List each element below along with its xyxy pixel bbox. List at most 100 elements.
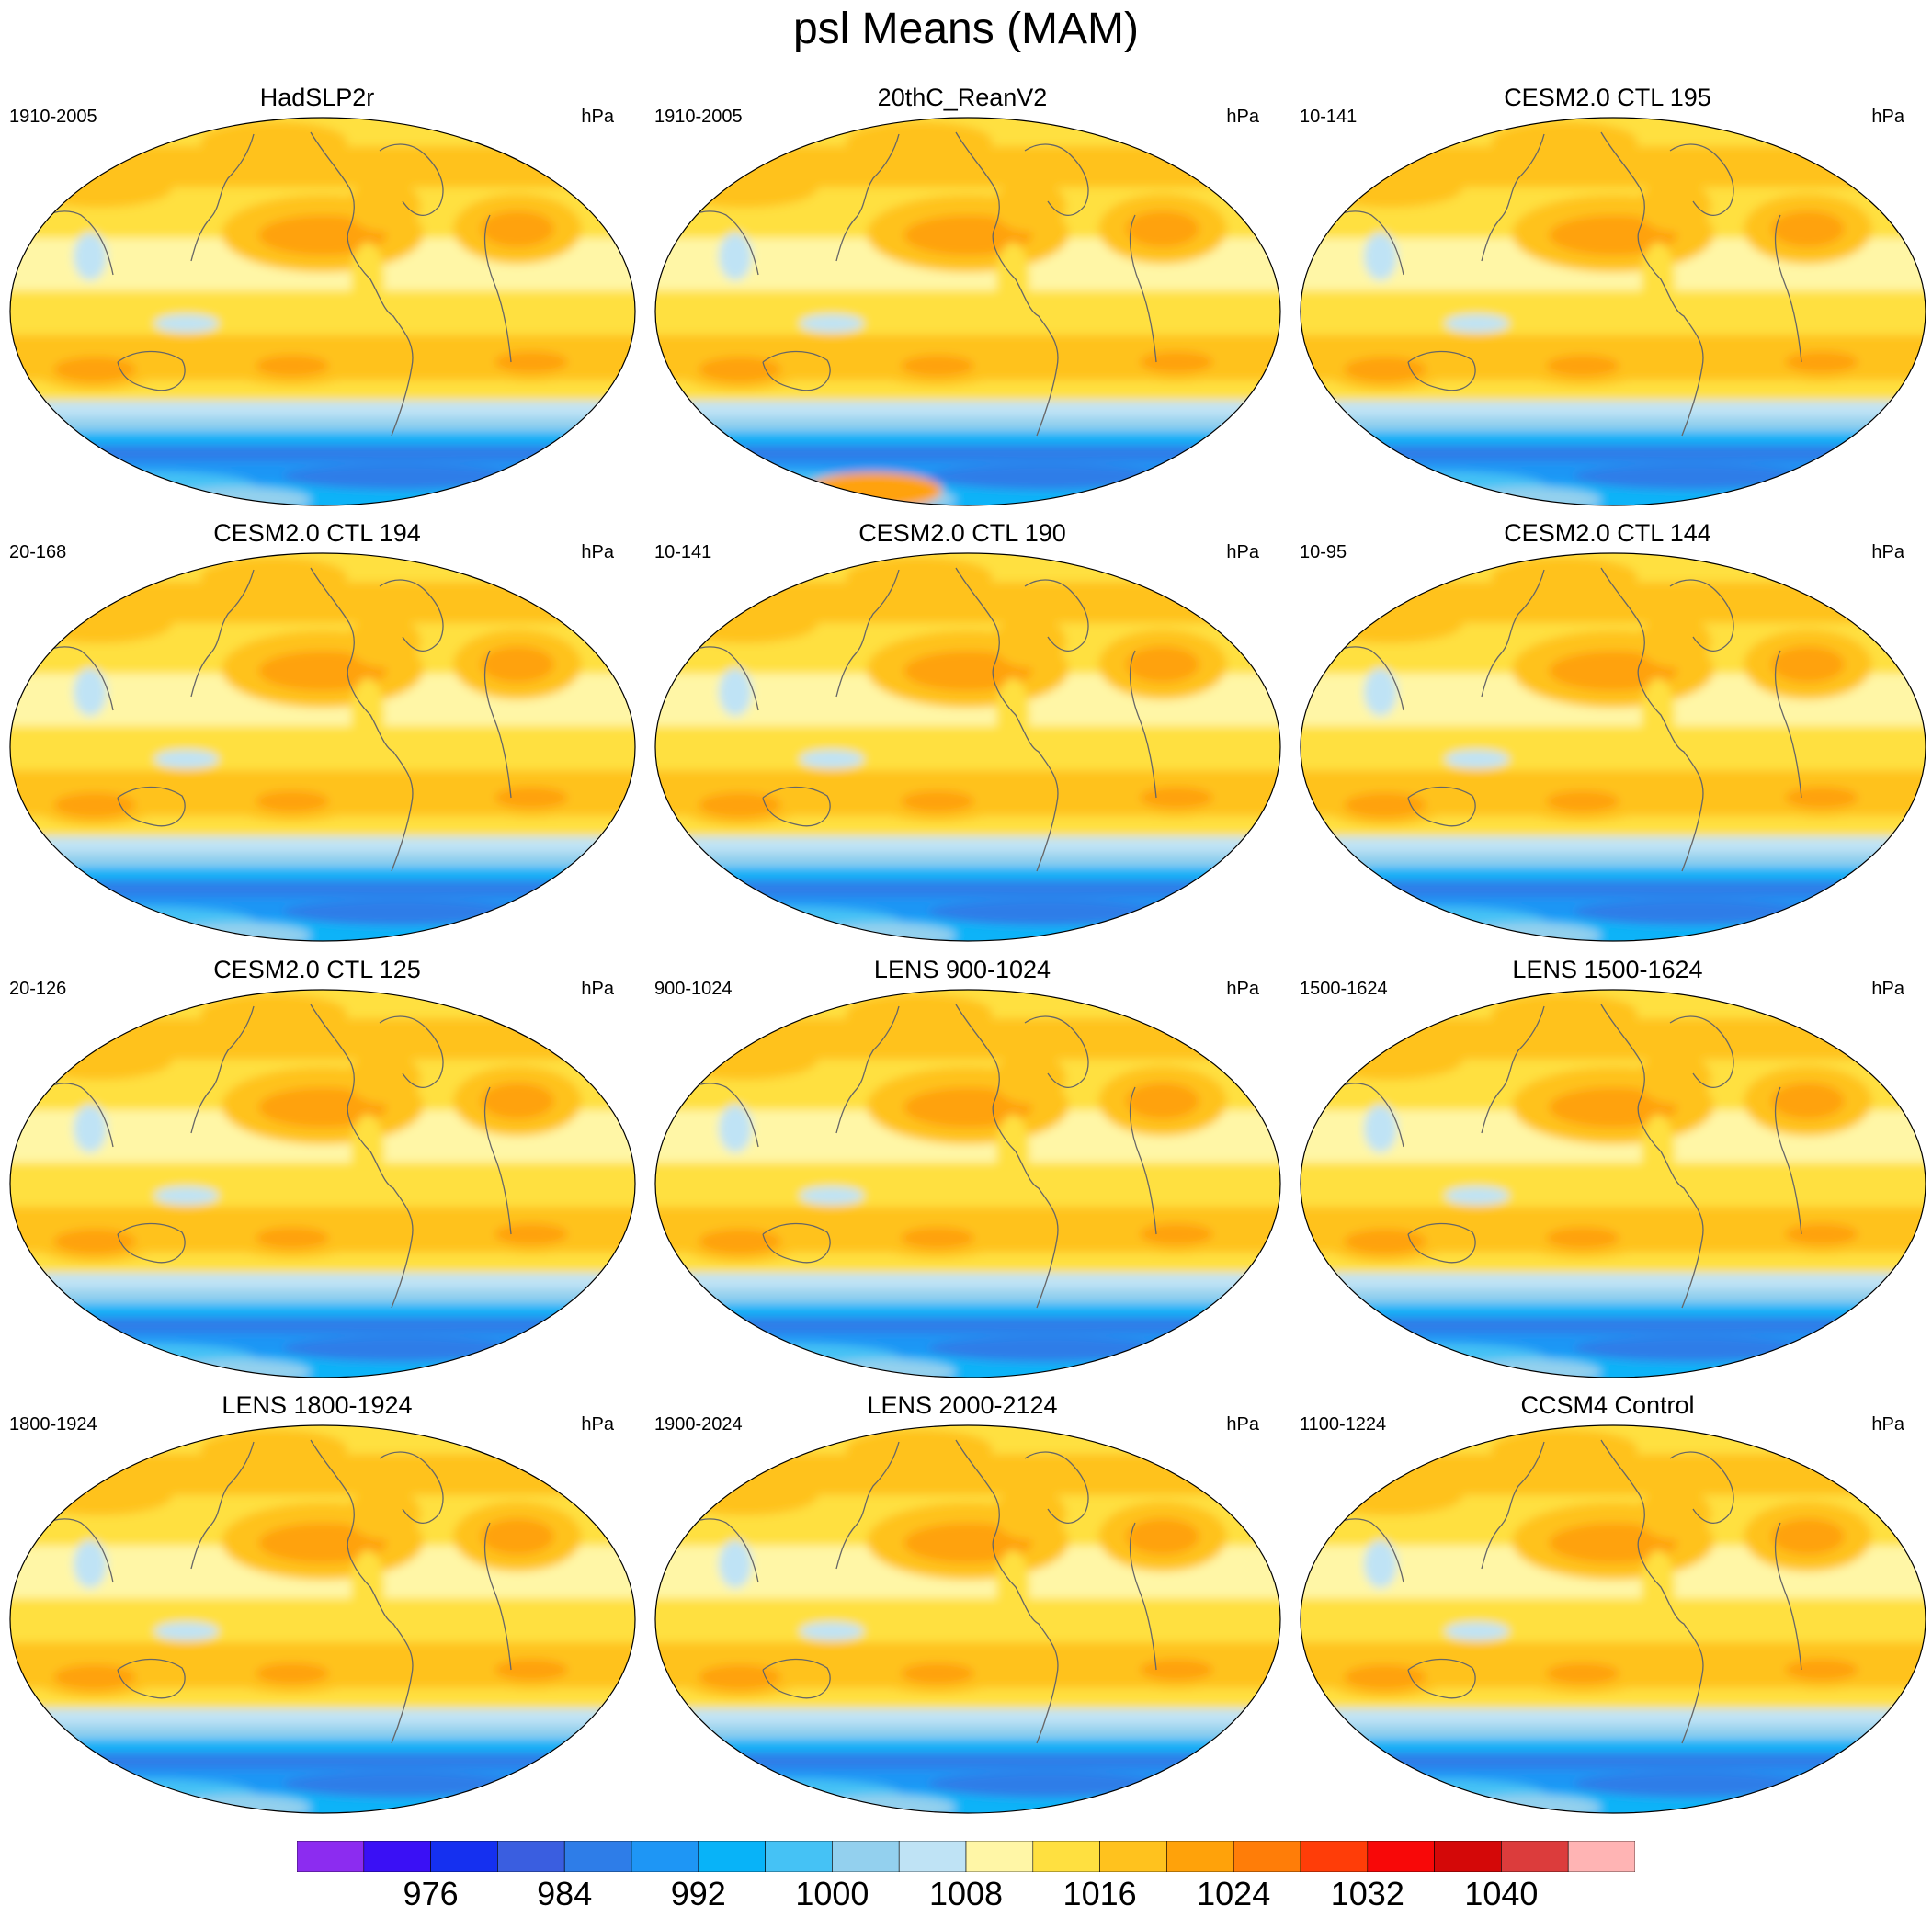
pressure-cell [1638,1488,1711,1539]
pressure-band [10,1725,635,1739]
pressure-cell [1785,1223,1858,1245]
map-panel: CCSM4 Control 1100-1224 hPa [1290,1389,1926,1821]
pressure-band [1301,726,1926,770]
pressure-cell [26,167,173,208]
coastline [1481,1005,1545,1134]
coastline [1669,143,1734,216]
pressure-cell [200,993,347,1034]
colorbar-tick-label: 1000 [795,1875,869,1912]
pressure-cell [494,1223,568,1245]
colorbar-swatch [1567,1841,1635,1872]
pressure-cell [1546,1662,1619,1684]
pressure-band [655,1253,1280,1273]
coastline [1774,650,1802,799]
pressure-cell [1491,121,1638,162]
coastline [1481,569,1545,698]
panel-period: 1910-2005 [9,107,97,127]
pressure-cell [903,1087,1032,1128]
pressure-cell [1140,351,1213,373]
coastline [1129,1522,1157,1671]
colorbar-swatch [563,1841,632,1872]
pressure-cell [53,792,136,818]
map-panel: 20thC_ReanV2 1910-2005 hPa [645,81,1281,513]
coastline [1600,1439,1704,1744]
panel-units: hPa [581,542,614,562]
pressure-cell [1126,210,1199,247]
pressure-cell [699,357,781,382]
panel-units: hPa [581,1414,614,1435]
pressure-band [655,1739,1280,1753]
map-panel: CESM2.0 CTL 194 20-168 hPa [0,516,636,948]
panel-period: 10-141 [1300,107,1358,127]
pressure-band [10,1303,635,1317]
pressure-cell [846,993,993,1034]
coastline [762,786,831,827]
pressure-cell [699,1664,781,1690]
map-outline [654,1424,1281,1814]
pressure-cell [671,603,818,643]
colorbar-swatch [898,1841,967,1872]
antarctic-low [1325,907,1546,936]
pressure-cell [1771,646,1845,683]
pressure-cell [1344,1229,1426,1254]
pressure-band [1301,1688,1926,1708]
pressure-cell [996,1550,1029,1624]
pressure-cell [846,121,993,162]
pressure-cell [1642,243,1675,316]
coastline [379,579,444,652]
pressure-cell [258,1087,387,1128]
pressure-band [1301,401,1926,417]
pressure-band [1301,380,1926,401]
antarctic-low [928,900,1167,925]
coastline [117,786,186,827]
pressure-cell [671,1475,818,1515]
pressure-band [10,1253,635,1273]
antarctic-low [928,1772,1167,1798]
colorbar-swatch [1099,1841,1167,1872]
colorbar-tick-label: 1008 [928,1875,1004,1912]
colorbar-tick-label: 1040 [1464,1875,1539,1912]
psl-map [1300,989,1926,1378]
map-panel: LENS 900-1024 900-1024 hPa [645,953,1281,1385]
pressure-cell [1491,993,1638,1034]
colorbar-swatch [1367,1841,1435,1872]
coastline [310,1004,414,1309]
colorbar-swatch [1300,1841,1369,1872]
pressure-cell [1549,1087,1677,1128]
pressure-cell [800,750,864,768]
pressure-cell [1642,1550,1675,1624]
antarctic-low [1325,471,1546,501]
psl-map [654,1424,1281,1814]
coastline [1669,1015,1734,1088]
coastline [955,1439,1059,1744]
antarctic-low [35,907,256,936]
pressure-cell [901,1662,974,1684]
coastline [1407,786,1476,827]
coastline [310,567,414,872]
pressure-cell [494,787,568,809]
pressure-band [655,836,1280,853]
pressure-band [10,290,635,335]
pressure-cell [351,1550,384,1624]
pressure-band [655,1289,1280,1303]
pressure-cell [1140,787,1213,809]
pressure-cell [1364,668,1397,716]
panel-units: hPa [1226,542,1259,562]
pressure-band [655,1708,1280,1725]
pressure-band [10,1163,635,1207]
pressure-cell [74,1105,107,1152]
pressure-band [655,380,1280,401]
pressure-band [655,1688,1280,1708]
colorbar-swatch [363,1841,431,1872]
coastline [483,650,512,799]
colorbar-labels: 976 984 992 1000 1008 1016 1024 1032 1040 [0,1873,1932,1915]
coastline [310,131,414,437]
panel-period: 1500-1624 [1300,979,1388,999]
coastline [955,1004,1059,1309]
pressure-band [655,1598,1280,1642]
pressure-cell [719,1105,752,1152]
pressure-band [10,1688,635,1708]
coastline [190,1441,255,1570]
antarctic-low [1574,900,1813,925]
pressure-cell [1126,1518,1199,1555]
